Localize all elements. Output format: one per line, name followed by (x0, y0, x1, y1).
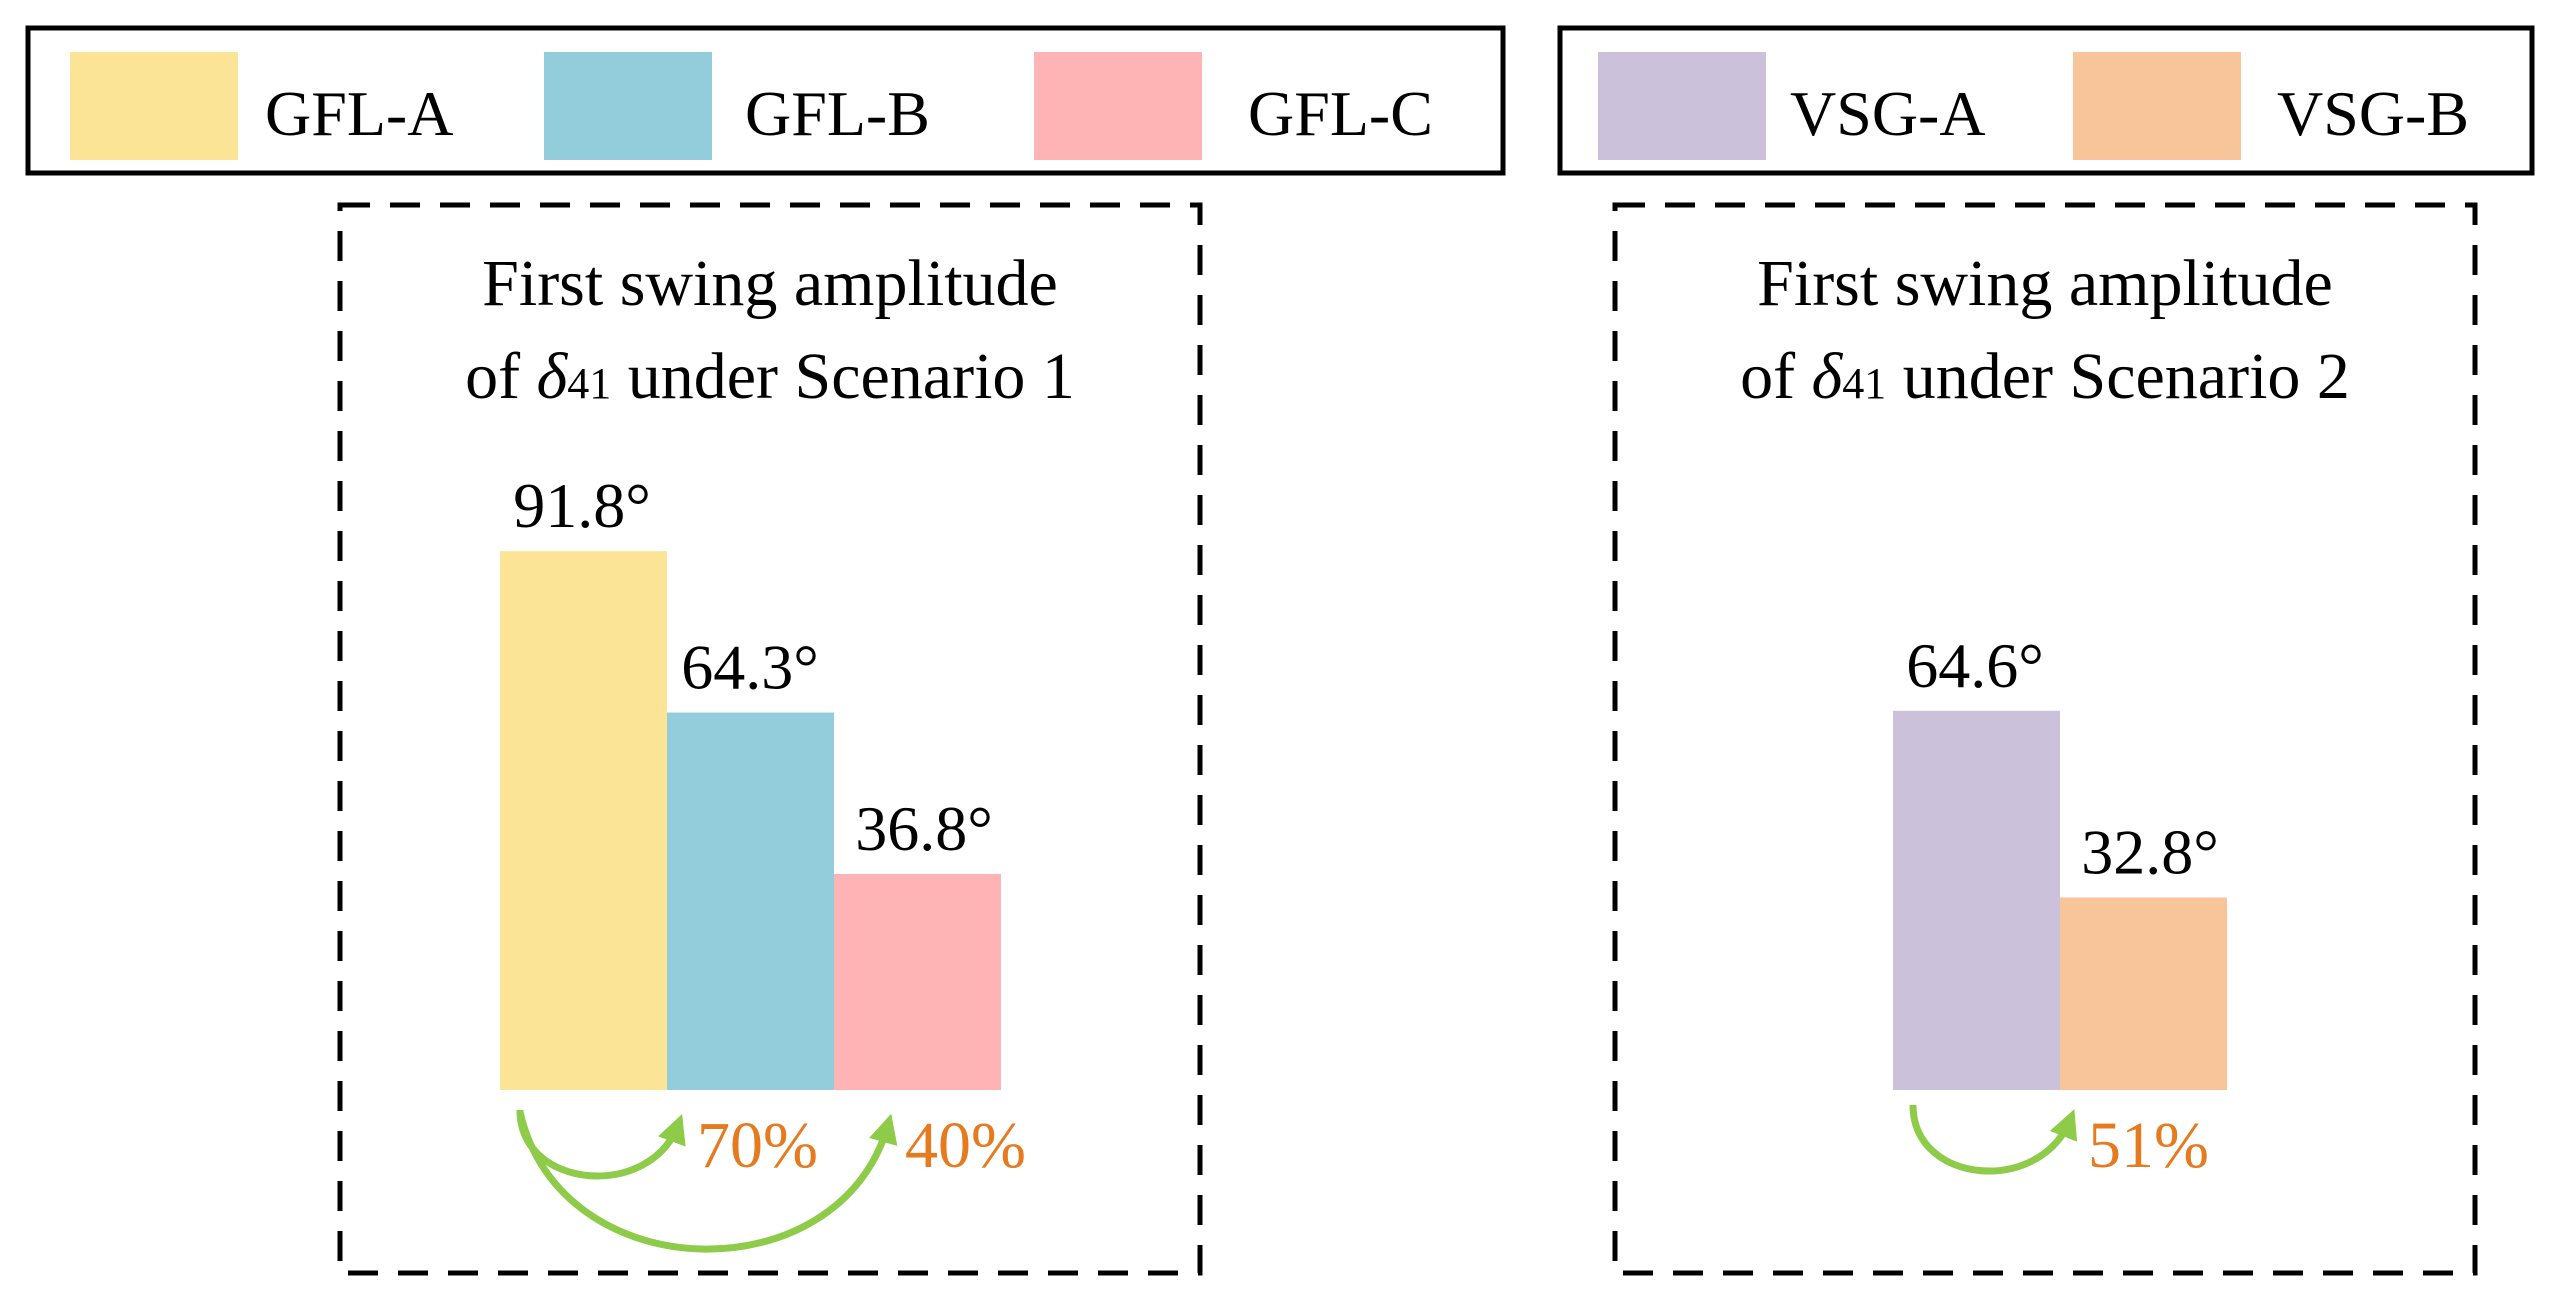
legend-swatch-vsg-a (1598, 52, 1766, 160)
data-label-vsg-a: 64.6° (1906, 630, 2044, 701)
legend-box (1557, 25, 2535, 176)
legend-swatch-gfl-a (70, 52, 238, 160)
bar-vsg-b (2060, 897, 2227, 1090)
legend-label-gfl-a: GFL-A (265, 78, 453, 149)
legend-label-gfl-c: GFL-C (1248, 78, 1433, 149)
title-prefix: of (1740, 340, 1811, 413)
legend-swatch-gfl-c (1034, 52, 1202, 160)
bar-gfl-c (834, 873, 1001, 1090)
legend-label-vsg-a: VSG-A (1790, 78, 1986, 149)
dashed-frame-scenario-1 (337, 202, 1203, 1276)
title-suffix: under Scenario 1 (611, 340, 1075, 413)
title-symbol: δ (1812, 340, 1844, 413)
chart-title-line2: of δ41 under Scenario 1 (465, 340, 1075, 413)
reduction-label-gfl-b: 70% (697, 1109, 818, 1182)
panel-scenario-2: VSG-A VSG-B First swing amplitude of δ41… (1557, 25, 2535, 1276)
reduction-label-gfl-c: 40% (905, 1109, 1026, 1182)
legend-scenario-2: VSG-A VSG-B (1557, 25, 2535, 176)
data-label-gfl-a: 91.8° (513, 470, 651, 541)
legend-swatch-gfl-b (544, 52, 712, 160)
legend-box (25, 25, 1506, 176)
bars-scenario-1 (500, 551, 1001, 1090)
reduction-label-vsg-b: 51% (2088, 1109, 2209, 1182)
title-prefix: of (465, 340, 536, 413)
arrow-vsg-a-to-vsg-b (1909, 1104, 2078, 1175)
data-label-gfl-c: 36.8° (855, 793, 993, 864)
chart-title-line1: First swing amplitude (482, 247, 1058, 320)
bar-gfl-a (500, 551, 667, 1090)
legend-label-vsg-b: VSG-B (2277, 78, 2469, 149)
data-label-vsg-b: 32.8° (2081, 816, 2219, 887)
panel-scenario-1: GFL-A GFL-B GFL-C First swing amplitude … (25, 25, 1506, 1276)
title-suffix: under Scenario 2 (1886, 340, 2350, 413)
dashed-frame-scenario-2 (1612, 202, 2478, 1276)
title-subscript: 41 (1842, 359, 1886, 408)
title-subscript: 41 (567, 359, 611, 408)
chart-title-line1: First swing amplitude (1757, 247, 2333, 320)
legend-swatch-vsg-b (2073, 52, 2241, 160)
arrow-gfl-a-to-gfl-c (516, 1111, 898, 1253)
title-symbol: δ (537, 340, 569, 413)
bar-vsg-a (1893, 710, 2060, 1090)
legend-scenario-1: GFL-A GFL-B GFL-C (25, 25, 1506, 176)
chart-title-line2: of δ41 under Scenario 2 (1740, 340, 2350, 413)
legend-label-gfl-b: GFL-B (745, 78, 930, 149)
bars-scenario-2 (1893, 710, 2227, 1090)
bar-gfl-b (667, 712, 834, 1090)
data-label-gfl-b: 64.3° (681, 632, 819, 703)
